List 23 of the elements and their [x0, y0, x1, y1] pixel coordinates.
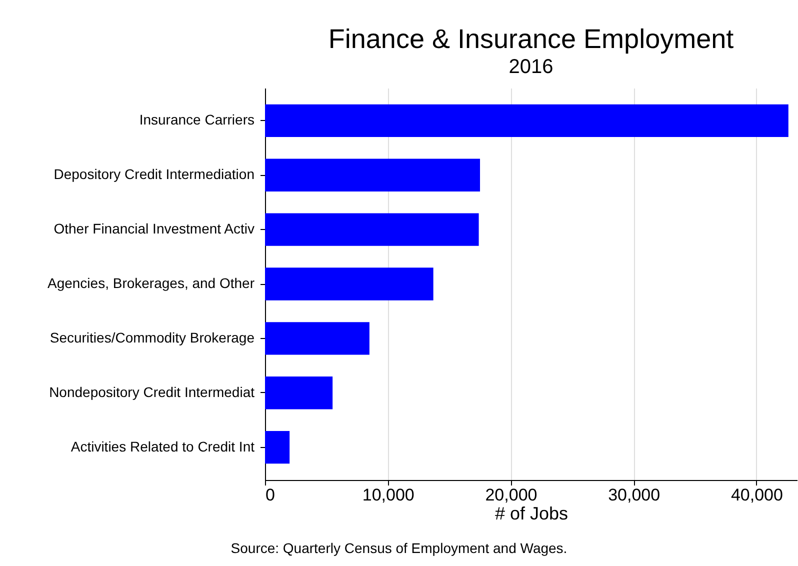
x-tick-label: 30,000 [608, 486, 660, 504]
y-tick-label: Insurance Carriers [139, 112, 254, 128]
bar [265, 268, 434, 300]
x-axis-title: # of Jobs [494, 504, 568, 524]
y-tick-label: Depository Credit Intermediation [54, 166, 254, 182]
y-tick-label: Other Financial Investment Activ [54, 220, 254, 237]
x-tick-label: 40,000 [730, 486, 783, 504]
y-tick-label: Securities/Commodity Brokerage [50, 329, 255, 346]
bar [265, 104, 788, 137]
y-tick-label: Nondepository Credit Intermediat [49, 384, 255, 400]
bar [265, 213, 479, 246]
source-note: Source: Quarterly Census of Employment and Wages. [230, 540, 568, 556]
bar [265, 158, 480, 192]
bar [265, 322, 370, 355]
x-tick-label: 20,000 [485, 486, 538, 504]
chart-title: Finance & Insurance Employment [328, 24, 734, 54]
x-tick-label: 10,000 [362, 486, 414, 504]
chart-subtitle: 2016 [508, 56, 554, 78]
y-tick-label: Activities Related to Credit Int [70, 438, 255, 454]
x-tick-label: 0 [266, 486, 275, 504]
y-tick-label: Agencies, Brokerages, and Other [47, 275, 255, 291]
bar [265, 431, 290, 464]
bar [265, 376, 333, 410]
